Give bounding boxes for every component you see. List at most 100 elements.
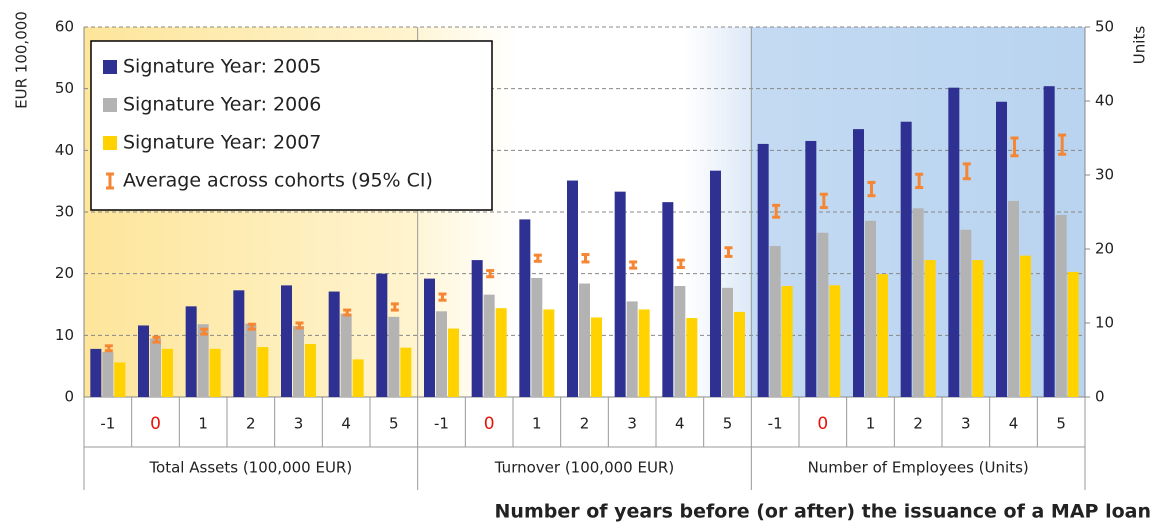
bar (1008, 200, 1019, 397)
bar (114, 362, 126, 397)
y2-tick-label: 10 (1095, 314, 1114, 332)
x-tick-label: 3 (627, 415, 637, 433)
legend-swatch (103, 136, 117, 150)
y-tick-label: 50 (55, 79, 74, 97)
legend-label: Signature Year: 2005 (123, 56, 321, 78)
legend-label: Signature Year: 2007 (123, 132, 321, 154)
bar (877, 274, 888, 397)
bar (257, 347, 269, 397)
x-tick-label: 1 (866, 415, 876, 433)
x-tick-label: -1 (100, 415, 115, 433)
bar (328, 291, 340, 397)
bar (972, 260, 984, 397)
y2-tick-label: 50 (1095, 18, 1114, 36)
y-tick-label: 60 (55, 18, 74, 36)
error-bar (390, 302, 399, 312)
y-tick-label: 30 (55, 203, 74, 221)
bar (781, 286, 793, 397)
bar (90, 348, 102, 397)
bar (305, 343, 316, 397)
bar (865, 220, 876, 397)
bar (757, 143, 769, 397)
bar (1020, 255, 1031, 397)
bar (495, 308, 507, 397)
y-tick-label: 20 (55, 264, 74, 282)
x-tick-label: 2 (246, 415, 256, 433)
error-bar (533, 253, 542, 263)
bar (483, 294, 495, 397)
error-bar (962, 162, 971, 181)
bar (626, 301, 638, 397)
bar (233, 290, 245, 397)
bar (591, 317, 602, 397)
bar (436, 311, 447, 397)
bar (817, 232, 829, 397)
error-bar (1010, 136, 1019, 158)
x-tick-label: 1 (532, 415, 542, 433)
x-tick-label: 4 (341, 415, 351, 433)
bar (722, 287, 733, 397)
bar (662, 202, 674, 397)
error-bar (343, 308, 352, 317)
bar (376, 273, 388, 397)
x-tick-label: 5 (723, 415, 733, 433)
x-tick-label: 1 (198, 415, 208, 433)
bar (162, 348, 173, 397)
error-bar (772, 203, 781, 219)
y2-tick-label: 30 (1095, 166, 1114, 184)
panel-label: Number of Employees (Units) (808, 459, 1029, 477)
bar (1055, 214, 1067, 397)
x-tick-label: 3 (961, 415, 971, 433)
error-bar (152, 335, 161, 344)
error-bar (295, 321, 304, 330)
x-tick-label: 4 (675, 415, 685, 433)
error-bar (629, 260, 638, 270)
y2-tick-label: 0 (1095, 388, 1105, 406)
x-tick-label: 2 (913, 415, 923, 433)
bar (1043, 86, 1055, 397)
bar (710, 170, 721, 397)
bar (448, 328, 459, 397)
bar (769, 246, 781, 397)
error-bar (915, 172, 924, 190)
legend-box (90, 40, 493, 211)
y2-axis-title: Units (1131, 26, 1149, 65)
bar (138, 325, 149, 397)
panel-label: Total Assets (100,000 EUR) (148, 459, 352, 477)
bar (829, 285, 841, 397)
x-tick-label: 0 (484, 414, 495, 434)
bar (734, 311, 745, 397)
bar (638, 309, 650, 397)
bar (352, 359, 364, 397)
error-bar (438, 292, 447, 302)
legend-swatch (103, 60, 117, 74)
bar (900, 121, 912, 397)
bar (197, 324, 209, 397)
x-axis-title: Number of years before (or after) the is… (495, 501, 1151, 523)
legend-swatch (103, 98, 117, 112)
error-bar (676, 258, 685, 269)
bar (614, 191, 626, 397)
bar (531, 277, 543, 397)
y-tick-label: 0 (64, 388, 74, 406)
legend-swatch (106, 172, 114, 190)
bar (424, 278, 435, 397)
bar (912, 208, 924, 397)
error-bar (1058, 133, 1067, 156)
x-tick-label: 2 (580, 415, 590, 433)
x-tick-label: 0 (817, 414, 828, 434)
bar (960, 229, 972, 397)
x-tick-label: -1 (434, 415, 449, 433)
bar (853, 129, 864, 397)
bar (185, 306, 197, 397)
y-axis-title: EUR 100,000 (13, 11, 31, 109)
bar (102, 351, 114, 397)
bar (805, 140, 817, 397)
error-bar (867, 180, 876, 198)
bar (209, 348, 221, 397)
bar (245, 323, 257, 397)
bar (543, 309, 555, 397)
bar (281, 285, 292, 397)
error-bar (819, 192, 828, 210)
